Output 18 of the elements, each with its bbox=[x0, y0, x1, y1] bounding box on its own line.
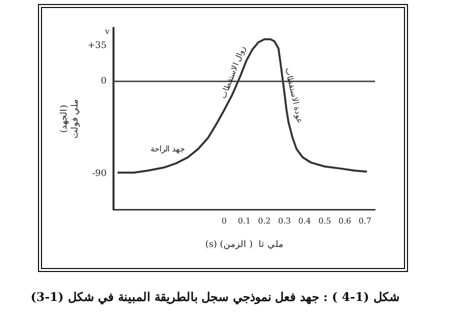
x-tick-label: 0.6 bbox=[338, 216, 352, 226]
annotation: زوال الاستقطاب bbox=[218, 44, 248, 100]
text: v bbox=[104, 27, 110, 36]
x-tick-label: 0.7 bbox=[358, 216, 372, 226]
x-tick-label: 0.2 bbox=[258, 216, 271, 226]
y-tick-label: -90 bbox=[92, 169, 107, 180]
x-tick-label: 0 bbox=[222, 216, 227, 226]
y-tick-label: 0 bbox=[100, 76, 107, 87]
x-tick-label: 0.1 bbox=[238, 216, 251, 226]
x-tick-label: 0.3 bbox=[278, 216, 291, 226]
x-axis-title: (s) ملي ثا ( الزمن) bbox=[205, 240, 284, 250]
text: شكل (1-4 ) : جهد فعل نموذجي سجل بالطريقة المبينة في شكل (1-3) bbox=[30, 290, 400, 304]
y-axis-title: (الجهد) ملي فولت bbox=[60, 98, 81, 139]
annotation: عودة الاستقطاب bbox=[283, 67, 305, 124]
annotation: جهد الراحة bbox=[150, 144, 186, 154]
y-tick-label: +35 bbox=[88, 40, 107, 51]
x-tick-label: 0.5 bbox=[318, 216, 332, 226]
x-tick-label: 0.4 bbox=[298, 216, 311, 226]
